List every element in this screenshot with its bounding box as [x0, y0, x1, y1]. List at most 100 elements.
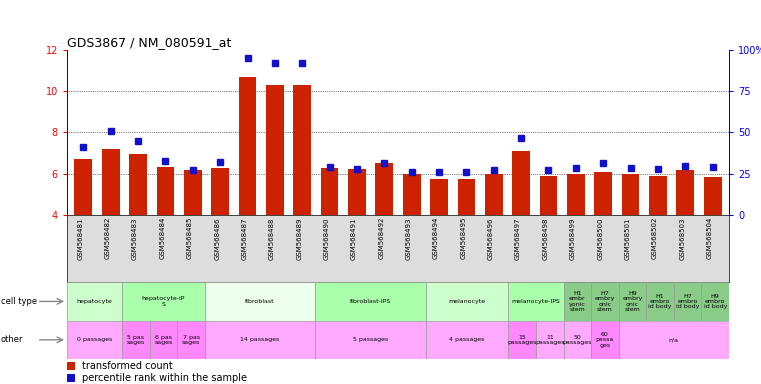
Text: fibroblast: fibroblast [245, 299, 275, 304]
Text: GSM568502: GSM568502 [652, 217, 658, 260]
Bar [205, 282, 315, 321]
Bar [563, 321, 591, 359]
Bar [594, 172, 612, 215]
Bar [67, 282, 122, 321]
Bar [102, 149, 119, 215]
Text: melanocyte-IPS: melanocyte-IPS [511, 299, 560, 304]
Bar [512, 151, 530, 215]
Bar [184, 170, 202, 215]
Text: hepatocyte-iP
S: hepatocyte-iP S [142, 296, 185, 307]
Text: percentile rank within the sample: percentile rank within the sample [81, 372, 247, 382]
Text: GSM568497: GSM568497 [515, 217, 521, 260]
Text: GSM568495: GSM568495 [460, 217, 466, 260]
Text: H1
embr
yonic
stem: H1 embr yonic stem [569, 291, 586, 312]
Text: 0 passages: 0 passages [77, 337, 112, 343]
Text: GSM568489: GSM568489 [296, 217, 302, 260]
Bar [239, 77, 256, 215]
Text: cell type: cell type [1, 297, 37, 306]
Bar [540, 176, 557, 215]
Text: GSM568492: GSM568492 [378, 217, 384, 260]
Text: other: other [1, 335, 24, 344]
Text: 6 pas
sages: 6 pas sages [154, 334, 173, 345]
Bar [320, 167, 339, 215]
Bar [622, 174, 639, 215]
Text: 5 pas
sages: 5 pas sages [127, 334, 145, 345]
Text: H7
embro
id body: H7 embro id body [676, 293, 699, 310]
Bar [508, 282, 563, 321]
Bar [266, 85, 284, 215]
Text: GSM568491: GSM568491 [351, 217, 357, 260]
Bar [212, 167, 229, 215]
Text: 5 passages: 5 passages [353, 337, 388, 343]
Text: H1
embro
id body: H1 embro id body [648, 293, 672, 310]
Bar [403, 174, 421, 215]
Bar [619, 282, 646, 321]
Bar [591, 282, 619, 321]
Bar [536, 321, 563, 359]
Bar [430, 179, 448, 215]
Bar [704, 177, 721, 215]
Bar [425, 282, 508, 321]
Text: GSM568484: GSM568484 [160, 217, 165, 260]
Bar [674, 282, 702, 321]
Bar [293, 85, 311, 215]
Text: H9
embro
id body: H9 embro id body [704, 293, 727, 310]
Bar [485, 174, 503, 215]
Bar [591, 321, 619, 359]
Text: GSM568493: GSM568493 [406, 217, 412, 260]
Bar [677, 170, 694, 215]
Bar [567, 174, 584, 215]
Text: GSM568490: GSM568490 [323, 217, 330, 260]
Text: H7
embry
onic
stem: H7 embry onic stem [594, 291, 615, 312]
Text: 15
passages: 15 passages [508, 334, 537, 345]
Bar [619, 321, 729, 359]
Bar [457, 179, 476, 215]
Text: GSM568483: GSM568483 [132, 217, 138, 260]
Bar [75, 159, 92, 215]
Text: 7 pas
sages: 7 pas sages [182, 334, 200, 345]
Text: 60
passa
ges: 60 passa ges [596, 332, 614, 348]
Bar [122, 321, 150, 359]
Bar [348, 169, 366, 215]
Bar [375, 164, 393, 215]
Bar [425, 321, 508, 359]
Text: 14 passages: 14 passages [240, 337, 280, 343]
Text: GSM568496: GSM568496 [488, 217, 494, 260]
Bar [563, 282, 591, 321]
Text: GSM568488: GSM568488 [269, 217, 275, 260]
Bar [315, 321, 425, 359]
Text: melanocyte: melanocyte [448, 299, 486, 304]
Text: GSM568486: GSM568486 [214, 217, 220, 260]
Bar [67, 374, 75, 382]
Text: GSM568504: GSM568504 [707, 217, 712, 260]
Text: GDS3867 / NM_080591_at: GDS3867 / NM_080591_at [67, 36, 231, 49]
Bar [649, 176, 667, 215]
Text: GSM568494: GSM568494 [433, 217, 439, 260]
Bar [205, 321, 315, 359]
Text: H9
embry
onic
stem: H9 embry onic stem [622, 291, 643, 312]
Bar [67, 321, 122, 359]
Text: 11
passages: 11 passages [535, 334, 565, 345]
Bar [122, 282, 205, 321]
Text: GSM568485: GSM568485 [186, 217, 193, 260]
Bar [508, 321, 536, 359]
Text: GSM568500: GSM568500 [597, 217, 603, 260]
Text: n/a: n/a [669, 337, 679, 343]
Bar [157, 167, 174, 215]
Bar [646, 282, 673, 321]
Text: GSM568487: GSM568487 [241, 217, 247, 260]
Bar [67, 362, 75, 369]
Text: GSM568499: GSM568499 [570, 217, 576, 260]
Text: GSM568482: GSM568482 [105, 217, 111, 260]
Text: GSM568503: GSM568503 [680, 217, 685, 260]
Text: hepatocyte: hepatocyte [77, 299, 113, 304]
Text: 4 passages: 4 passages [449, 337, 485, 343]
Bar [129, 154, 147, 215]
Bar [702, 282, 729, 321]
Text: transformed count: transformed count [81, 361, 173, 371]
Text: GSM568501: GSM568501 [625, 217, 631, 260]
Text: GSM568498: GSM568498 [543, 217, 549, 260]
Bar [150, 321, 177, 359]
Text: 50
passages: 50 passages [562, 334, 592, 345]
Bar [315, 282, 425, 321]
